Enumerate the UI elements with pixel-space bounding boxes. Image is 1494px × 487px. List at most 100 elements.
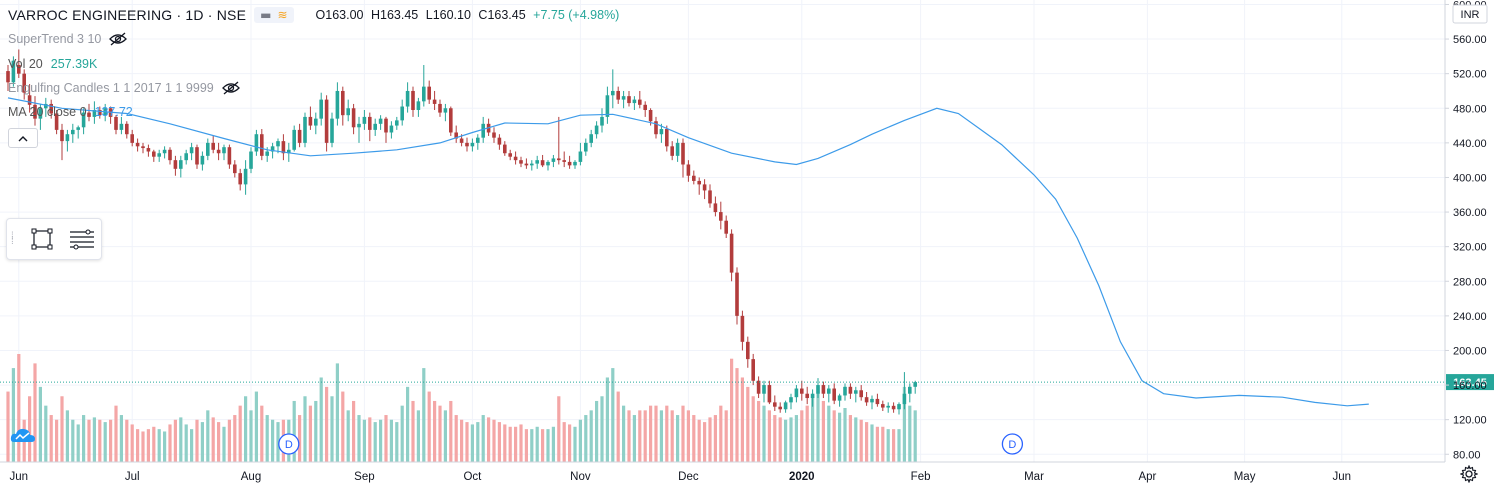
candle-body [773, 402, 777, 407]
candle-body [362, 116, 367, 124]
volume-bar [881, 426, 885, 462]
candle-body [146, 148, 151, 152]
candle-body [600, 116, 604, 126]
rectangle-tool-button[interactable] [25, 222, 59, 256]
volume-label: Vol 20 [8, 57, 43, 71]
volume-bar [784, 419, 788, 462]
candle-body [238, 173, 242, 185]
volume-bar [449, 400, 453, 462]
volume-bar [508, 426, 512, 462]
eye-off-icon[interactable] [221, 81, 240, 95]
tradingview-logo-icon[interactable] [10, 426, 36, 444]
volume-bar [362, 419, 366, 462]
indicator-ma[interactable]: MA 20 close 0 137.72 [8, 105, 133, 119]
candle-body [346, 108, 350, 116]
price-tick-label: 120.00 [1453, 415, 1487, 427]
candle-body [292, 129, 296, 150]
volume-bar [146, 429, 150, 462]
close-value: 163.45 [487, 8, 526, 22]
candle-body [22, 73, 26, 93]
candle-body [827, 388, 831, 394]
volume-bar [713, 415, 717, 462]
candle-body [438, 103, 442, 113]
volume-bar [497, 422, 501, 462]
candle-body [621, 96, 626, 100]
volume-bar [865, 422, 869, 462]
lines-tool-icon [70, 229, 94, 250]
candle-body [816, 385, 820, 394]
symbol-title[interactable]: VARROC ENGINEERING · 1D · NSE [8, 7, 247, 23]
volume-bar [195, 419, 199, 462]
volume-bar [740, 377, 744, 462]
candle-body [551, 158, 556, 162]
open-value: 163.00 [325, 8, 364, 22]
volume-bar [503, 424, 507, 462]
volume-bar [622, 405, 626, 462]
volume-bar [854, 417, 858, 462]
volume-bar [33, 363, 37, 462]
candle-body [384, 118, 388, 133]
candle-body [459, 138, 464, 143]
candle-body [794, 388, 799, 398]
volume-bar [681, 405, 685, 462]
drag-handle[interactable]: ⁞ ⁞ [11, 231, 14, 247]
candle-body [891, 405, 896, 410]
chart-mode-pill[interactable]: ▬ ≋ [254, 7, 294, 23]
volume-bar [103, 422, 107, 462]
volume-bar [330, 396, 334, 462]
gear-icon[interactable] [1460, 465, 1478, 483]
volume-bar [595, 400, 599, 462]
indicator-supertrend[interactable]: SuperTrend 3 10 [8, 32, 128, 46]
volume-bar [276, 422, 280, 462]
volume-bar [751, 396, 755, 462]
volume-bar [465, 422, 469, 462]
candle-body [319, 99, 323, 119]
candle-body [308, 116, 313, 126]
ma-line [7, 97, 1369, 407]
candle-body [427, 86, 431, 100]
volume-bar [211, 417, 215, 462]
volume-bar [757, 400, 761, 462]
volume-bar [341, 391, 345, 462]
indicator-volume[interactable]: Vol 20 257.39K [8, 57, 97, 71]
candle-body [411, 90, 415, 110]
volume-bar [719, 405, 723, 462]
volume-bar [265, 415, 269, 462]
candle-body [281, 141, 286, 154]
candle-body [17, 65, 21, 74]
candle-body [800, 388, 804, 394]
candle-body [330, 118, 334, 143]
lines-tool-button[interactable] [65, 222, 99, 256]
currency-box [1452, 4, 1488, 24]
candle-body [38, 108, 43, 119]
candle-body [605, 95, 610, 117]
volume-bar [411, 400, 415, 462]
volume-bar [605, 377, 609, 462]
candle-body [152, 151, 156, 157]
eye-off-icon[interactable] [109, 32, 128, 46]
candle-body [119, 123, 124, 130]
volume-bar [627, 410, 631, 462]
volume-bar [524, 429, 528, 462]
chart-header: VARROC ENGINEERING · 1D · NSE ▬ ≋ O163.0… [8, 7, 619, 23]
indicator-engulfing[interactable]: Engulfing Candles 1 1 2017 1 1 9999 [8, 81, 240, 95]
candle-body [44, 103, 48, 109]
volume-bar [303, 396, 307, 462]
volume-bar [897, 429, 901, 462]
candle-body [233, 164, 237, 174]
volume-bar [875, 426, 879, 462]
candle-body [508, 153, 512, 157]
candle-body [648, 109, 653, 122]
supertrend-label: SuperTrend 3 10 [8, 32, 102, 46]
candle-body [416, 101, 421, 110]
volume-bar [908, 405, 912, 462]
volume-bar [157, 429, 161, 462]
candle-body [184, 153, 188, 161]
volume-bar [119, 415, 123, 462]
collapse-legend-button[interactable] [8, 128, 38, 148]
volume-bar [460, 419, 464, 462]
volume-bar [395, 422, 399, 462]
candle-body [162, 149, 167, 154]
